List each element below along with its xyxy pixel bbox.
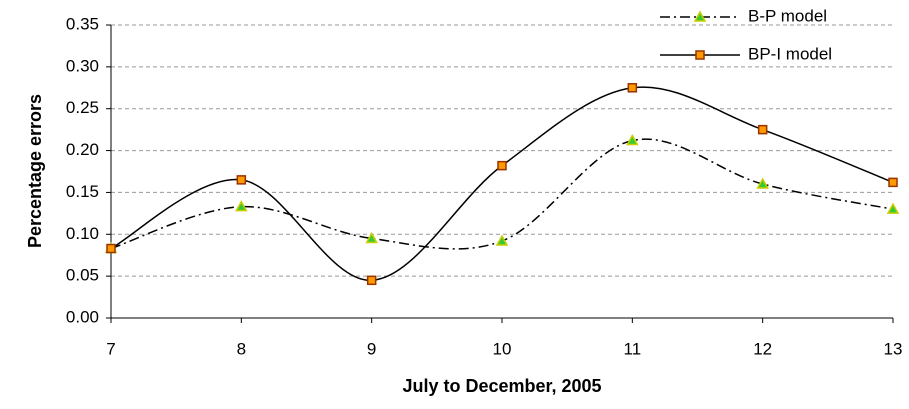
x-tick-label: 10 (493, 339, 512, 358)
x-axis-title: July to December, 2005 (402, 376, 601, 396)
y-axis-title: Percentage errors (25, 94, 45, 248)
legend-label: BP-I model (748, 44, 832, 63)
legend-label: B-P model (748, 6, 827, 25)
legend-marker (695, 50, 705, 60)
y-tick-label: 0.20 (66, 140, 99, 159)
y-tick-label: 0.10 (66, 224, 99, 243)
y-tick-label: 0.30 (66, 56, 99, 75)
x-tick-label: 11 (624, 339, 642, 358)
x-tick-label: 12 (753, 339, 772, 358)
x-tick-label: 13 (884, 339, 903, 358)
marker (236, 175, 247, 185)
marker (627, 83, 638, 93)
y-tick-label: 0.15 (66, 182, 99, 201)
marker (366, 275, 377, 286)
marker (497, 160, 507, 171)
x-tick-label: 7 (106, 339, 115, 358)
series-line (110, 138, 894, 250)
series-line (110, 86, 894, 282)
y-tick-label: 0.35 (66, 14, 99, 33)
marker (756, 177, 769, 189)
y-tick-label: 0.05 (66, 266, 99, 285)
marker (757, 124, 768, 135)
marker (888, 177, 898, 188)
y-tick-label: 0.25 (66, 98, 99, 117)
legend-marker (693, 10, 707, 22)
marker (235, 200, 248, 212)
marker (365, 231, 378, 244)
marker (106, 243, 116, 254)
marker (886, 202, 900, 214)
marker (495, 234, 509, 246)
x-tick-label: 9 (367, 339, 376, 358)
x-tick-label: 8 (237, 339, 246, 358)
marker (626, 133, 639, 146)
y-tick-label: 0.00 (66, 307, 99, 326)
